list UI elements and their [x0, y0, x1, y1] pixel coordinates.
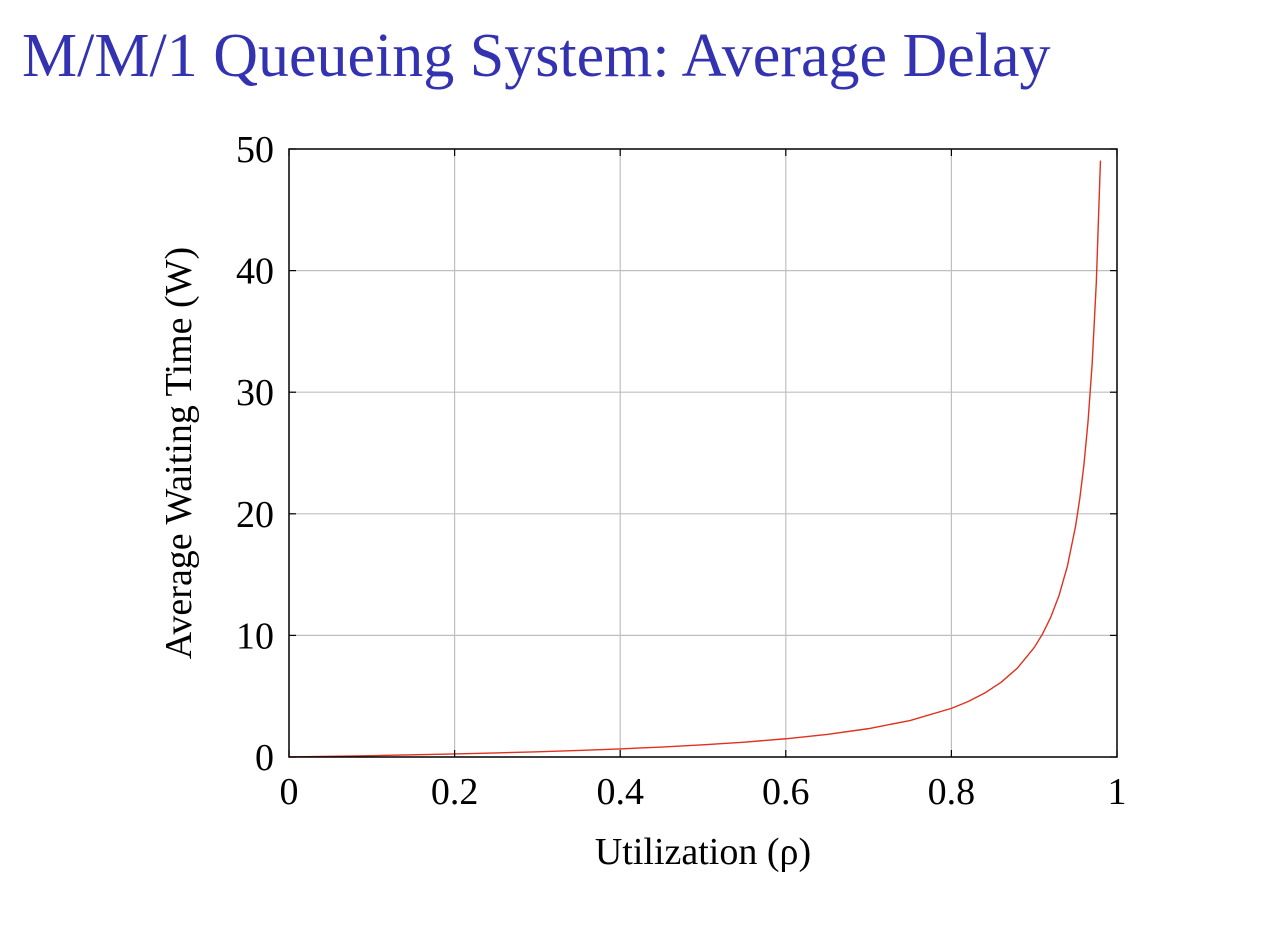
- x-tick-label: 0.6: [762, 771, 810, 813]
- y-tick-label: 20: [236, 494, 274, 536]
- y-tick-label: 30: [236, 372, 274, 414]
- y-tick-label: 50: [236, 129, 274, 171]
- slide-title: M/M/1 Queueing System: Average Delay: [22, 22, 1051, 90]
- y-tick-label: 0: [255, 737, 274, 779]
- grid: [289, 149, 1117, 757]
- x-tick-label: 0.8: [928, 771, 976, 813]
- plot-frame: [288, 148, 1118, 758]
- x-tick-label: 1: [1108, 771, 1127, 813]
- y-axis-label: Average Waiting Time (W): [158, 247, 200, 659]
- ticks: [288, 148, 1118, 758]
- series-line: [289, 160, 1102, 757]
- x-tick-label: 0: [280, 771, 299, 813]
- y-tick-label: 10: [236, 615, 274, 657]
- x-axis-label: Utilization (ρ): [595, 831, 811, 873]
- x-tick-label: 0.4: [596, 771, 644, 813]
- y-tick-label: 40: [236, 251, 274, 293]
- x-tick-label: 0.2: [431, 771, 479, 813]
- series-layer: [289, 160, 1102, 757]
